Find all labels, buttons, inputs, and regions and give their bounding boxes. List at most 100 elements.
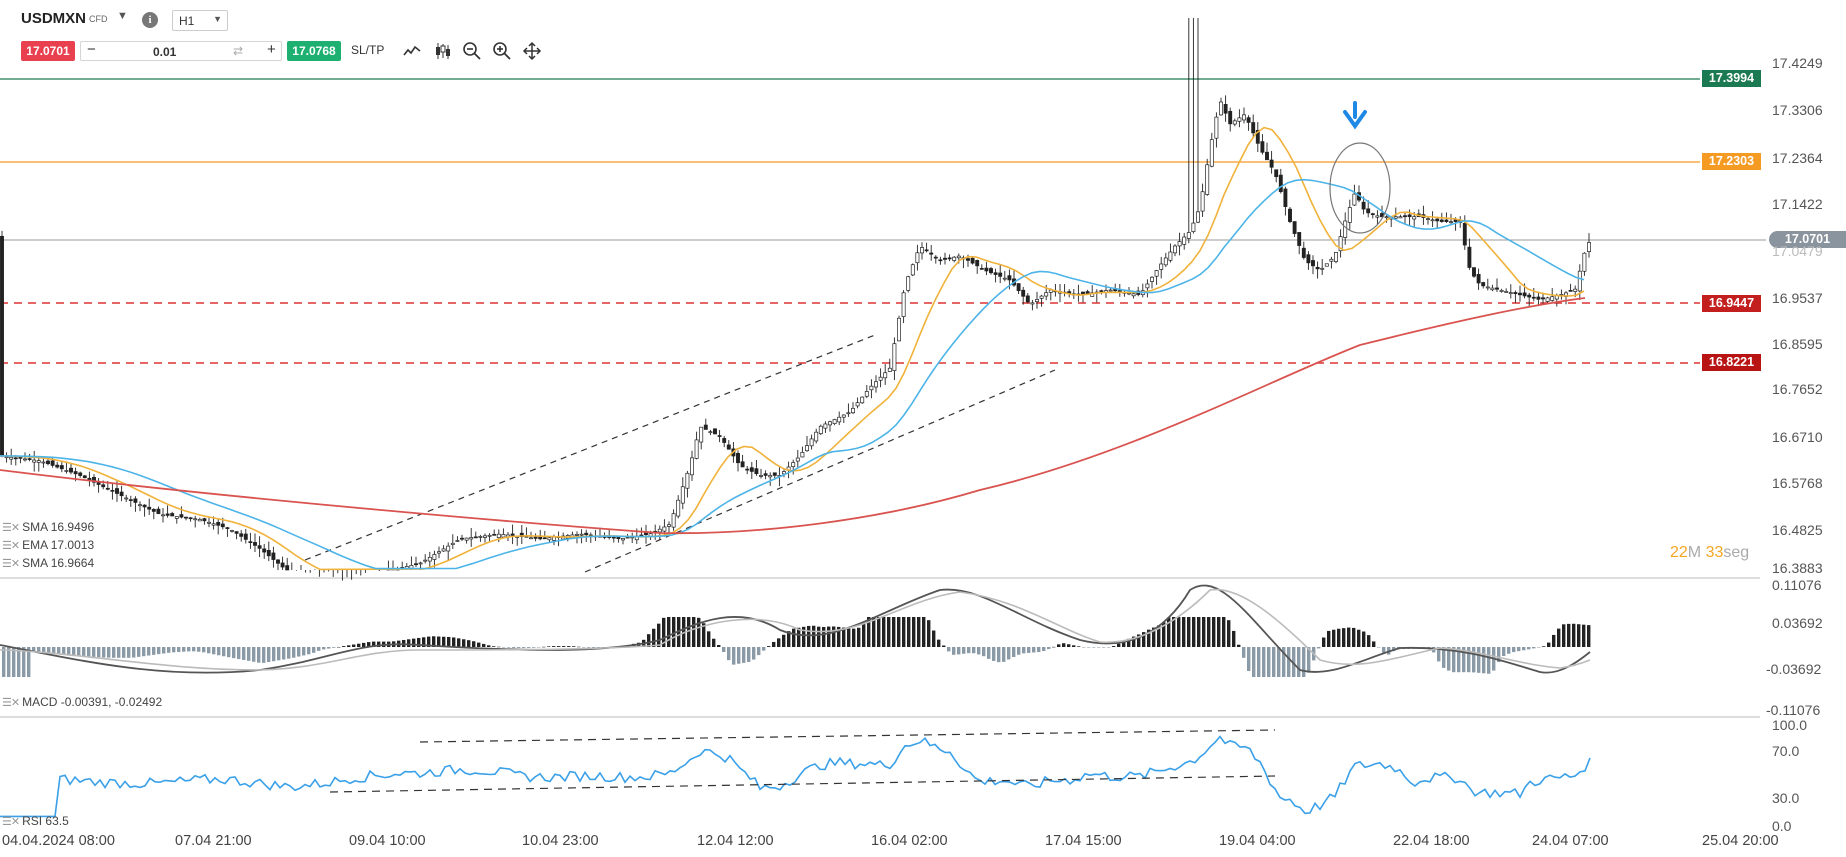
candle-body xyxy=(1278,174,1283,193)
candlestick-icon[interactable] xyxy=(432,40,454,62)
macd-histogram-bar xyxy=(1547,642,1551,647)
zoom-out-icon[interactable] xyxy=(461,40,483,62)
macd-histogram-bar xyxy=(1252,647,1256,677)
candle-body xyxy=(1117,290,1122,292)
settings-icon[interactable]: ☰✕ xyxy=(2,816,20,828)
settings-icon[interactable]: ☰✕ xyxy=(2,697,20,709)
instrument-type-badge: CFD xyxy=(89,14,108,24)
candle-body xyxy=(253,542,257,546)
macd-histogram-bar xyxy=(1342,628,1346,647)
candle-body xyxy=(713,428,717,435)
candle-body xyxy=(657,528,662,533)
macd-histogram-bar xyxy=(1132,636,1136,647)
ema-legend[interactable]: ☰✕ EMA 17.0013 xyxy=(2,538,95,552)
symbol-name[interactable]: USDMXN xyxy=(21,10,87,27)
macd-histogram-bar xyxy=(1172,617,1176,647)
candle-body xyxy=(782,471,786,475)
swap-units-icon[interactable]: ⇄ xyxy=(233,44,244,58)
macd-histogram-bar xyxy=(342,646,346,647)
sma-legend-2[interactable]: ☰✕ SMA 16.9664 xyxy=(2,556,95,570)
macd-histogram-bar xyxy=(347,645,351,647)
settings-icon[interactable]: ☰✕ xyxy=(2,522,20,534)
macd-histogram-bar xyxy=(1552,634,1556,647)
sell-button[interactable]: 17.0701 xyxy=(21,41,75,61)
candle-body xyxy=(1573,288,1578,292)
timeframe-select[interactable]: H1 ▼ xyxy=(172,10,228,31)
candle-body xyxy=(1246,117,1251,123)
candle-body xyxy=(772,472,777,476)
volume-stepper[interactable]: − 0.01 ⇄ + xyxy=(80,41,282,61)
candle-body xyxy=(1150,276,1154,282)
macd-histogram-bar xyxy=(1317,647,1321,649)
macd-histogram-bar xyxy=(657,623,661,647)
candle-body xyxy=(759,475,763,477)
candle-body xyxy=(1334,251,1338,262)
sma-legend[interactable]: ☰✕ SMA 16.9496 xyxy=(2,520,95,534)
settings-icon[interactable]: ☰✕ xyxy=(2,558,20,570)
buy-button[interactable]: 17.0768 xyxy=(287,41,341,61)
increase-volume-button[interactable]: + xyxy=(267,41,276,58)
macd-histogram-bar xyxy=(787,631,791,647)
macd-histogram-bar xyxy=(242,647,246,660)
macd-histogram-bar xyxy=(212,647,216,655)
macd-histogram-bar xyxy=(782,634,786,647)
macd-histogram-bar xyxy=(932,630,936,647)
candle-body xyxy=(50,460,55,466)
volume-input[interactable]: 0.01 xyxy=(153,45,177,59)
macd-histogram-bar xyxy=(332,647,336,648)
macd-histogram-bar xyxy=(752,647,756,660)
macd-legend[interactable]: ☰✕ MACD -0.00391, -0.02492 xyxy=(2,695,163,709)
candle-body xyxy=(956,255,961,259)
macd-histogram-bar xyxy=(847,628,851,647)
macd-histogram-bar xyxy=(477,642,481,647)
macd-histogram-bar xyxy=(472,641,476,647)
decrease-volume-button[interactable]: − xyxy=(87,41,96,58)
candle-body xyxy=(170,513,175,517)
candle-body xyxy=(851,407,855,414)
macd-histogram-bar xyxy=(1347,627,1351,647)
price-tick: 16.3883 xyxy=(1772,560,1823,576)
macd-histogram-bar xyxy=(1302,647,1306,677)
resistance-level-label[interactable]: 17.3994 xyxy=(1702,70,1761,87)
candle-body xyxy=(818,425,823,435)
candle-body xyxy=(1196,211,1200,223)
info-icon[interactable]: i xyxy=(142,12,158,28)
macd-histogram-bar xyxy=(1277,647,1281,677)
rsi-legend[interactable]: ☰✕ RSI 63.5 xyxy=(2,814,69,828)
macd-histogram-bar xyxy=(1567,623,1571,647)
line-chart-icon[interactable] xyxy=(401,40,423,62)
candle-body xyxy=(1251,122,1256,134)
candle-body xyxy=(9,456,14,460)
macd-histogram-bar xyxy=(267,647,271,663)
settings-icon[interactable]: ☰✕ xyxy=(2,540,20,552)
macd-histogram-bar xyxy=(247,647,251,661)
macd-histogram-bar xyxy=(407,639,411,647)
support-level-label[interactable]: 16.9447 xyxy=(1702,295,1761,312)
zoom-in-icon[interactable] xyxy=(491,40,513,62)
candle-body xyxy=(1145,283,1150,289)
macd-histogram-bar xyxy=(1292,647,1296,677)
candle-body xyxy=(864,391,869,397)
candle-body xyxy=(207,521,211,524)
move-icon[interactable] xyxy=(521,40,543,62)
macd-histogram-bar xyxy=(1447,647,1451,671)
candle-body xyxy=(1301,247,1306,258)
timeframe-value: H1 xyxy=(179,14,195,28)
candle-body xyxy=(197,518,202,522)
candle-body xyxy=(1508,292,1513,294)
trend-channel-lower xyxy=(584,369,1056,573)
highlight-ellipse xyxy=(1329,142,1391,234)
macd-histogram-bar xyxy=(952,647,956,655)
macd-histogram-bar xyxy=(437,636,441,647)
macd-histogram-bar xyxy=(17,647,21,677)
macd-histogram-bar xyxy=(767,646,771,647)
macd-histogram-bar xyxy=(307,647,311,655)
candle-body xyxy=(1186,232,1191,239)
support-level-label-2[interactable]: 16.8221 xyxy=(1702,354,1761,371)
candle-body xyxy=(690,457,694,476)
level-label-orange[interactable]: 17.2303 xyxy=(1702,153,1761,170)
symbol-dropdown-icon[interactable]: ▼ xyxy=(117,10,128,22)
macd-histogram-bar xyxy=(1162,622,1166,647)
sltp-button[interactable]: SL/TP xyxy=(351,43,385,57)
